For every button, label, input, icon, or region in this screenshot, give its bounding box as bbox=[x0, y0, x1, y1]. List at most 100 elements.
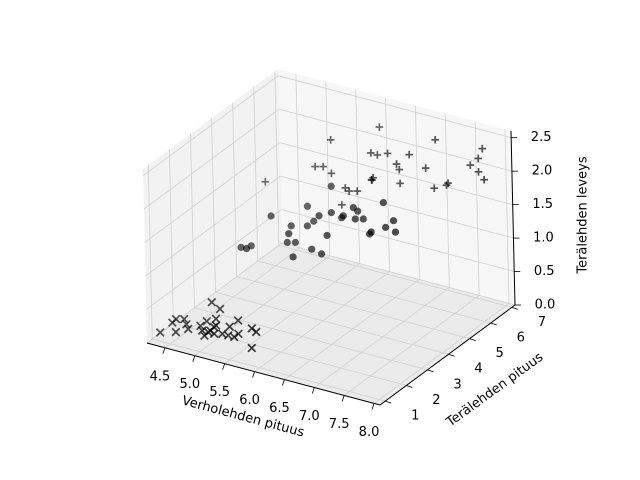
point bbox=[225, 322, 235, 332]
grid-line bbox=[143, 108, 280, 210]
tick-mark bbox=[490, 322, 497, 326]
point bbox=[444, 179, 452, 187]
marker-stroke bbox=[202, 316, 212, 326]
z-tick-label: 0.0 bbox=[535, 298, 556, 313]
grid-line bbox=[145, 175, 281, 277]
point bbox=[327, 209, 335, 217]
tick-mark bbox=[341, 395, 345, 402]
grid-line bbox=[274, 71, 280, 246]
point bbox=[323, 231, 331, 240]
point bbox=[351, 215, 359, 223]
point bbox=[209, 322, 219, 332]
back-pane bbox=[278, 69, 515, 305]
point bbox=[202, 316, 212, 326]
grid-line bbox=[279, 142, 513, 206]
point bbox=[349, 203, 357, 212]
marker-stroke bbox=[183, 324, 193, 334]
point bbox=[480, 175, 488, 184]
point bbox=[421, 164, 430, 172]
point bbox=[287, 222, 295, 230]
marker-stroke bbox=[207, 297, 217, 307]
point bbox=[182, 319, 191, 329]
grid-line bbox=[152, 338, 386, 402]
point bbox=[289, 253, 297, 261]
point bbox=[285, 230, 293, 238]
point bbox=[196, 321, 205, 331]
tick-mark bbox=[406, 385, 413, 388]
point bbox=[345, 187, 353, 195]
point bbox=[383, 149, 392, 158]
x-tick-label: 4.5 bbox=[150, 369, 171, 384]
grid-line bbox=[144, 142, 280, 243]
grid-line bbox=[190, 133, 195, 308]
z-tick-label: 2.0 bbox=[532, 164, 553, 179]
grid-line bbox=[278, 75, 512, 139]
point bbox=[389, 217, 398, 225]
y-axis-line bbox=[379, 304, 516, 406]
grid-line bbox=[173, 323, 407, 386]
point bbox=[229, 332, 239, 342]
point bbox=[317, 250, 326, 258]
grid-line bbox=[355, 89, 361, 264]
grid-line bbox=[295, 73, 301, 248]
point bbox=[315, 212, 323, 220]
point bbox=[171, 314, 181, 324]
grid-line bbox=[215, 291, 449, 355]
x-tick-label: 8.0 bbox=[359, 425, 380, 440]
point bbox=[430, 184, 439, 192]
z-axis-line bbox=[510, 130, 516, 306]
grid-line bbox=[232, 102, 238, 277]
point bbox=[311, 162, 319, 171]
y-tick-label: 3 bbox=[453, 377, 461, 392]
point bbox=[207, 297, 217, 307]
point bbox=[379, 198, 387, 207]
point bbox=[382, 223, 390, 231]
point bbox=[391, 228, 400, 236]
marker-stroke bbox=[229, 332, 239, 342]
grid-line bbox=[253, 86, 259, 261]
tick-mark bbox=[371, 403, 375, 410]
x-tick-label: 5.0 bbox=[179, 377, 200, 392]
marker-stroke bbox=[196, 321, 205, 331]
grid-line bbox=[325, 81, 331, 256]
point bbox=[353, 187, 362, 195]
point bbox=[367, 149, 375, 157]
point bbox=[327, 182, 335, 190]
point bbox=[474, 168, 483, 176]
grid-line bbox=[236, 276, 470, 339]
point bbox=[369, 173, 377, 182]
grid-line bbox=[343, 295, 480, 396]
grid-line bbox=[504, 129, 510, 304]
point bbox=[326, 136, 335, 144]
x-axis-line bbox=[146, 342, 381, 406]
y-tick-label: 2 bbox=[432, 393, 440, 408]
marker-stroke bbox=[182, 319, 191, 329]
tick-mark bbox=[162, 347, 166, 354]
y-tick-label: 6 bbox=[517, 330, 525, 345]
z-axis-title: Terälehden leveys bbox=[576, 156, 591, 275]
point bbox=[375, 123, 384, 131]
point bbox=[310, 217, 318, 225]
point bbox=[247, 343, 257, 353]
grid-line bbox=[145, 209, 282, 310]
grid-line bbox=[278, 244, 512, 308]
point bbox=[373, 151, 382, 159]
point bbox=[261, 177, 270, 186]
z-tick-label: 2.5 bbox=[531, 130, 552, 145]
point bbox=[405, 150, 413, 159]
z-tick-label: 1.5 bbox=[532, 197, 553, 212]
grid-line bbox=[254, 271, 390, 372]
x-tick-label: 7.0 bbox=[299, 409, 320, 424]
marker-stroke bbox=[209, 322, 219, 332]
marker-stroke bbox=[155, 328, 165, 337]
grid-line bbox=[474, 121, 480, 296]
point bbox=[478, 144, 487, 153]
tick-mark bbox=[385, 400, 392, 404]
y-tick-label: 1 bbox=[411, 409, 419, 424]
marker-stroke bbox=[251, 327, 261, 337]
tick-mark bbox=[282, 379, 285, 386]
point bbox=[179, 314, 189, 324]
point bbox=[431, 135, 440, 144]
x-tick-label: 6.5 bbox=[269, 401, 290, 416]
